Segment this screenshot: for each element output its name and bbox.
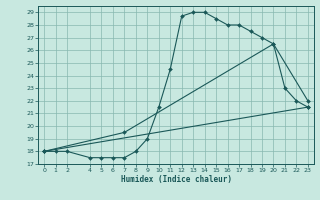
- X-axis label: Humidex (Indice chaleur): Humidex (Indice chaleur): [121, 175, 231, 184]
